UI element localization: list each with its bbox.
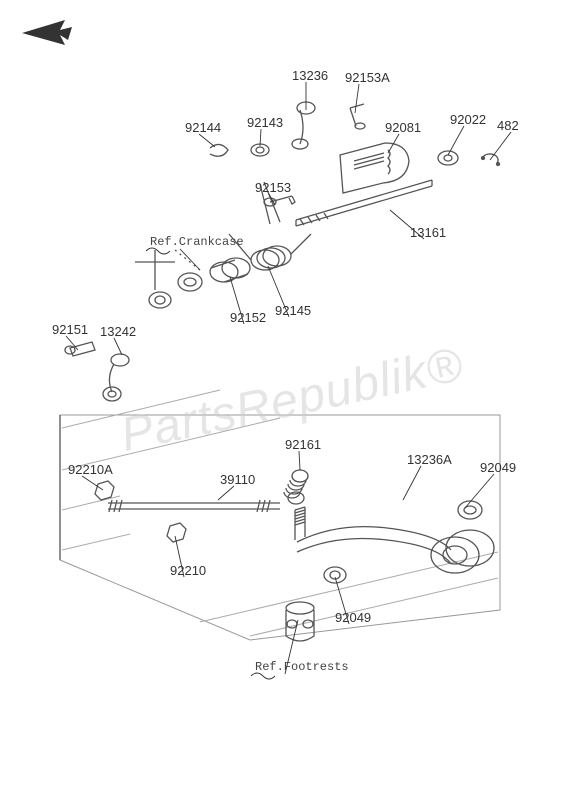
part-label-92081: 92081 — [385, 120, 421, 135]
part-label-92049: 92049 — [335, 610, 371, 625]
part-label-92210A: 92210A — [68, 462, 113, 477]
part-label-92152: 92152 — [230, 310, 266, 325]
part-label-13236A: 13236A — [407, 452, 452, 467]
part-label-92153A: 92153A — [345, 70, 390, 85]
part-label-92151: 92151 — [52, 322, 88, 337]
part-label-92143: 92143 — [247, 115, 283, 130]
part-label-92049: 92049 — [480, 460, 516, 475]
part-label-13161: 13161 — [410, 225, 446, 240]
part-label-482: 482 — [497, 118, 519, 133]
part-label-92022: 92022 — [450, 112, 486, 127]
part-label-92145: 92145 — [275, 303, 311, 318]
part-label-13236: 13236 — [292, 68, 328, 83]
reference-label: Ref.Crankcase — [150, 235, 244, 249]
part-label-39110: 39110 — [220, 472, 255, 487]
reference-label: Ref.Footrests — [255, 660, 349, 674]
part-label-92210: 92210 — [170, 563, 206, 578]
part-label-92161: 92161 — [285, 437, 321, 452]
part-label-92144: 92144 — [185, 120, 221, 135]
part-label-92153: 92153 — [255, 180, 291, 195]
part-label-13242: 13242 — [100, 324, 136, 339]
diagram-container: PartsRepublik® 1323692153A92144921439208… — [0, 0, 584, 800]
